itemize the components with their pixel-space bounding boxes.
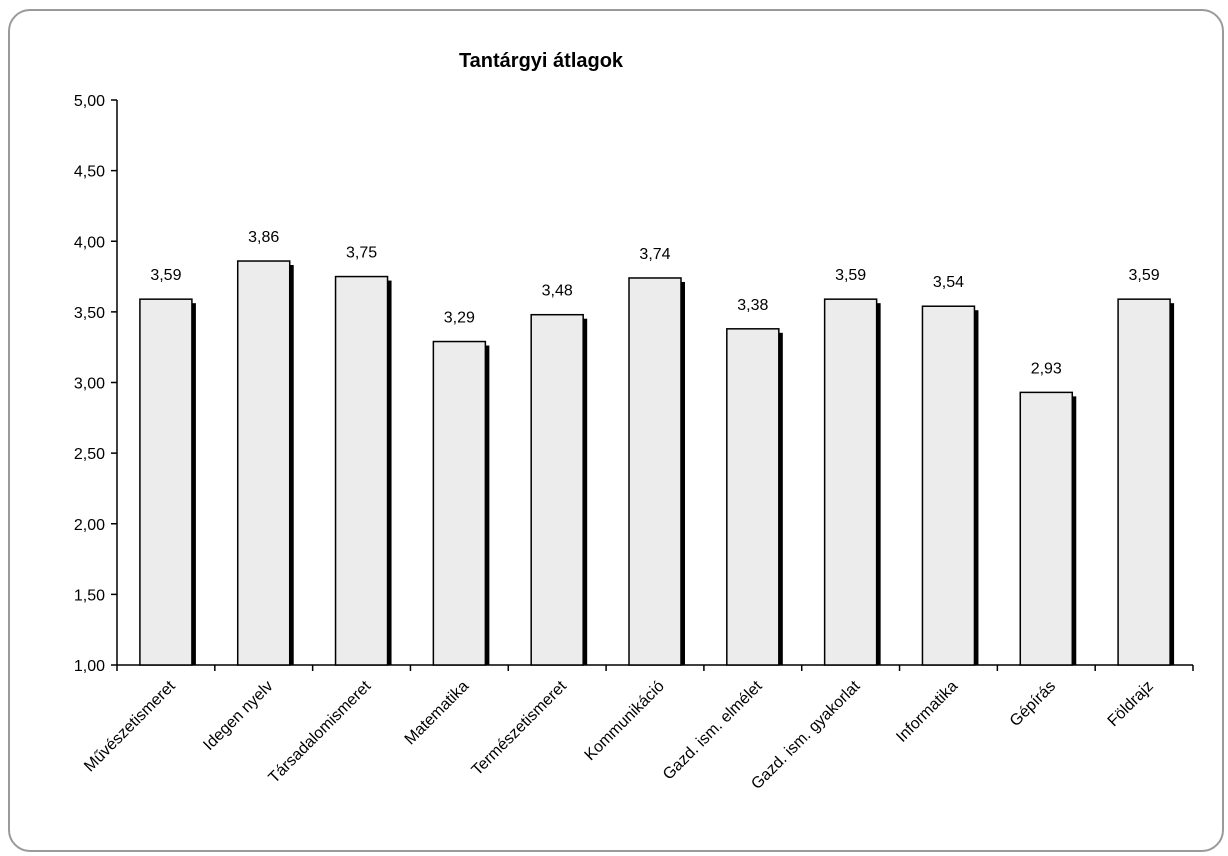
value-labels: 3,59 3,86 3,75 3,29 3,48 3,74 3,38 3,59 3,54 2,93… <box>150 229 1159 377</box>
bar <box>1019 391 1074 666</box>
x-tick-label: Földrajz <box>1105 678 1157 730</box>
data-label: 3,59 <box>150 267 181 284</box>
x-tick-label: Természetismeret <box>469 677 571 779</box>
bar <box>921 305 976 666</box>
bar <box>139 298 193 666</box>
data-label: 3,38 <box>737 297 768 314</box>
x-tick-label: Kommunikáció <box>582 678 668 764</box>
y-tick-label: 2,00 <box>74 517 105 534</box>
category-labels: Művészetismeret Idegen nyelvTársadalomism… <box>81 677 1157 793</box>
x-tick-label: Idegen nyelv <box>200 678 276 754</box>
y-tick-label: 1,50 <box>74 587 105 604</box>
bar <box>334 275 389 666</box>
bar <box>823 298 878 666</box>
data-label: 3,29 <box>444 310 475 327</box>
bar <box>432 340 487 666</box>
data-label: 2,93 <box>1031 360 1062 377</box>
x-tick-label: Művészetismeret <box>81 677 179 775</box>
bar <box>726 328 780 666</box>
data-label: 3,75 <box>346 245 377 262</box>
y-tick-label: 3,50 <box>74 305 105 322</box>
data-label: 3,59 <box>835 267 866 284</box>
y-tick-label: 1,00 <box>74 658 105 675</box>
data-label: 3,59 <box>1129 267 1160 284</box>
y-tick-label: 2,50 <box>74 446 105 463</box>
bar <box>628 277 682 666</box>
y-tick-label: 4,50 <box>74 164 105 181</box>
y-tick-label: 5,00 <box>74 93 105 110</box>
bar <box>530 313 584 666</box>
data-label: 3,86 <box>248 229 279 246</box>
bar <box>1117 298 1171 666</box>
y-tick-label: 3,00 <box>74 376 105 393</box>
bars <box>139 260 1175 666</box>
chart-title: Tantárgyi átlagok <box>459 50 624 72</box>
x-tick-label: Informatika <box>893 678 961 746</box>
bar <box>236 260 291 666</box>
data-label: 3,48 <box>542 283 573 300</box>
x-tick-label: Gazd. ism. elmélet <box>660 677 766 783</box>
x-tick-label: Matematika <box>402 678 473 749</box>
y-tick-label: 4,00 <box>74 234 105 251</box>
y-axis: 1,00 1,50 2,00 2,50 3,00 3,50 4,00 4,50 5,00 <box>74 93 118 675</box>
x-tick-label: Gépírás <box>1007 678 1059 730</box>
x-tick-label: Társadalomismeret <box>266 677 375 786</box>
x-axis <box>116 664 1194 671</box>
data-label: 3,54 <box>933 274 964 291</box>
data-label: 3,74 <box>639 246 670 263</box>
x-tick-label: Gazd. ism. gyakorlat <box>748 677 864 793</box>
